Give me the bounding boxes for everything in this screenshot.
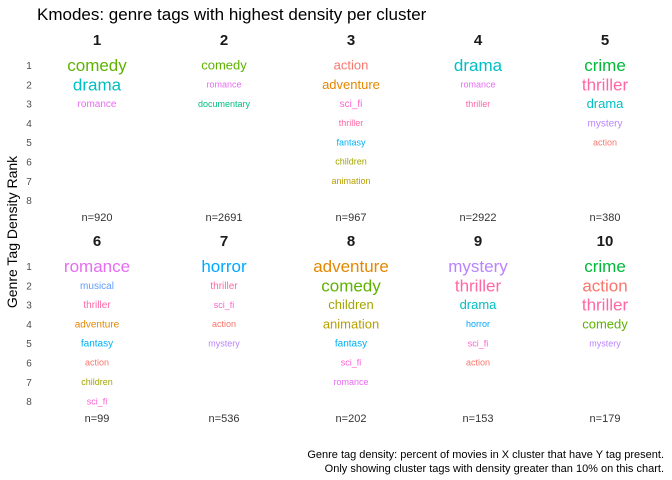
cluster-count-label: n=536 — [209, 413, 240, 425]
chart-title: Kmodes: genre tags with highest density … — [37, 5, 427, 24]
y-tick-label: 1 — [26, 61, 32, 72]
y-tick-label: 4 — [26, 119, 32, 130]
tag-label: children — [335, 157, 367, 167]
tag-label: comedy — [321, 276, 381, 295]
tag-label: mystery — [208, 338, 240, 348]
tag-label: animation — [323, 316, 379, 331]
cluster-count-label: n=99 — [85, 413, 110, 425]
facet-title-cluster-2: 2 — [220, 32, 228, 49]
cluster-count-label: n=920 — [82, 212, 113, 224]
tag-label: thriller — [83, 300, 111, 311]
tag-label: thriller — [466, 99, 491, 109]
tag-label: action — [593, 137, 617, 147]
y-tick-label: 5 — [26, 138, 32, 149]
tag-label: adventure — [75, 319, 120, 330]
tag-label: action — [334, 58, 369, 73]
cluster-count-label: n=967 — [336, 212, 367, 224]
y-tick-label: 2 — [26, 80, 32, 91]
tag-label: children — [328, 297, 374, 312]
tag-label: documentary — [198, 99, 251, 109]
tag-label: romance — [64, 257, 130, 276]
tag-label: thriller — [339, 118, 364, 128]
tag-label: mystery — [448, 257, 508, 276]
facet-title-cluster-1: 1 — [93, 32, 101, 49]
tag-label: horror — [466, 319, 490, 329]
cluster-count-label: n=153 — [463, 413, 494, 425]
tag-label: sci_fi — [214, 300, 235, 310]
tag-label: romance — [206, 79, 241, 89]
facet-title-cluster-5: 5 — [601, 32, 609, 49]
tag-label: romance — [78, 99, 117, 110]
tag-label: sci_fi — [468, 338, 489, 348]
y-axis-label: Genre Tag Density Rank — [4, 155, 20, 308]
y-tick-label: 8 — [26, 196, 32, 207]
tag-label: crime — [584, 56, 626, 75]
tag-label: action — [466, 358, 490, 368]
tag-label: fantasy — [81, 339, 113, 350]
y-tick-label: 5 — [26, 339, 32, 350]
tag-label: fantasy — [336, 137, 366, 147]
tag-label: crime — [584, 257, 626, 276]
tag-label: comedy — [582, 316, 628, 331]
y-tick-label: 6 — [26, 158, 32, 169]
tag-label: thriller — [582, 296, 629, 315]
y-tick-label: 7 — [26, 378, 32, 389]
tag-label: romance — [333, 377, 368, 387]
tag-label: action — [85, 358, 109, 368]
cluster-count-label: n=380 — [590, 212, 621, 224]
y-tick-label: 3 — [26, 100, 32, 111]
y-tick-label: 7 — [26, 177, 32, 188]
y-tick-label: 1 — [26, 262, 32, 273]
tag-label: sci_fi — [341, 358, 362, 368]
y-tick-label: 2 — [26, 281, 32, 292]
tag-label: fantasy — [335, 339, 367, 350]
tag-label: mystery — [588, 118, 623, 129]
cluster-count-label: n=2922 — [459, 212, 496, 224]
caption-line-2: Only showing cluster tags with density g… — [325, 463, 664, 475]
tag-label: drama — [460, 297, 498, 312]
tag-label: romance — [460, 79, 495, 89]
tag-label: action — [582, 276, 627, 295]
cluster-count-label: n=2691 — [205, 212, 242, 224]
y-tick-label: 8 — [26, 397, 32, 408]
caption-line-1: Genre tag density: percent of movies in … — [307, 449, 664, 461]
tag-label: sci_fi — [340, 99, 363, 110]
tag-label: thriller — [455, 276, 502, 295]
tag-label: drama — [73, 75, 122, 94]
tag-label: musical — [80, 281, 114, 292]
tag-label: animation — [331, 176, 370, 186]
tag-label: thriller — [582, 75, 629, 94]
tag-label: horror — [201, 257, 247, 276]
cluster-count-label: n=179 — [590, 413, 621, 425]
tag-label: action — [212, 319, 236, 329]
facet-title-cluster-4: 4 — [474, 32, 483, 49]
tag-label: comedy — [201, 58, 247, 73]
facet-grid: 12345678123456781comedydramaromancen=920… — [26, 32, 628, 425]
facet-title-cluster-8: 8 — [347, 233, 355, 250]
tag-label: sci_fi — [87, 396, 108, 406]
tag-label: children — [81, 377, 113, 387]
cluster-count-label: n=202 — [336, 413, 367, 425]
tag-label: comedy — [67, 56, 127, 75]
facet-title-cluster-10: 10 — [597, 233, 614, 250]
facet-title-cluster-3: 3 — [347, 32, 355, 49]
y-tick-label: 6 — [26, 359, 32, 370]
y-tick-label: 3 — [26, 301, 32, 312]
tag-label: adventure — [322, 77, 380, 92]
tag-label: adventure — [313, 257, 389, 276]
facet-title-cluster-7: 7 — [220, 233, 228, 250]
facet-title-cluster-9: 9 — [474, 233, 482, 250]
tag-label: mystery — [589, 338, 621, 348]
facet-title-cluster-6: 6 — [93, 233, 101, 250]
tag-label: drama — [454, 56, 503, 75]
tag-label: thriller — [210, 281, 238, 292]
tag-label: drama — [587, 96, 625, 111]
y-tick-label: 4 — [26, 320, 32, 331]
